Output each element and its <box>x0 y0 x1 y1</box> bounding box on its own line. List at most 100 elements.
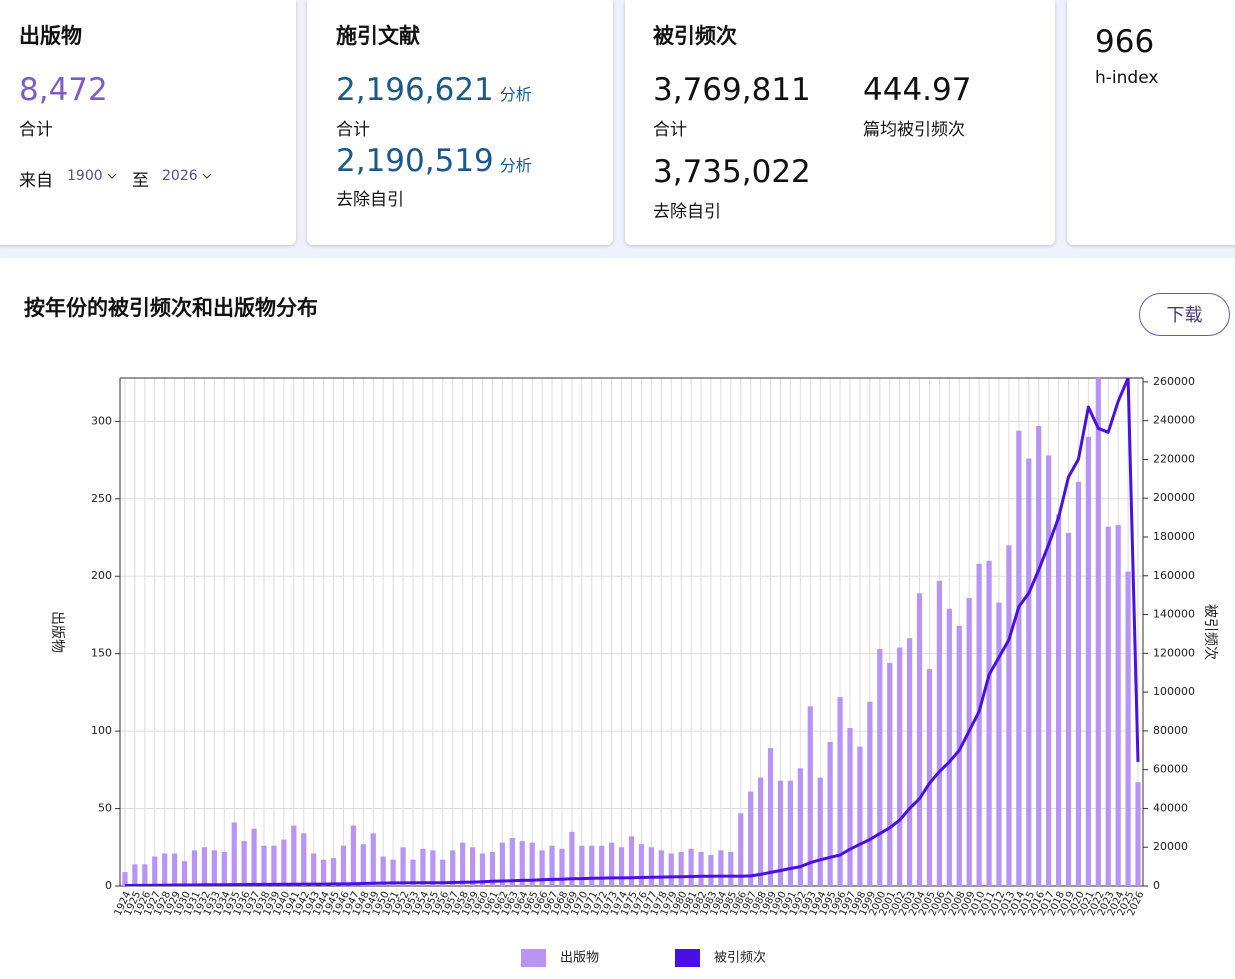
bar <box>261 845 267 886</box>
bar <box>142 864 148 886</box>
bar <box>301 833 307 886</box>
summary-bar: 出版物 8,472 合计 来自 1900 至 2026 施引文献 2,196,6… <box>0 0 1235 258</box>
bar <box>281 839 287 886</box>
download-button[interactable]: 下载 <box>1139 293 1230 336</box>
bar <box>996 602 1002 886</box>
bar <box>1006 545 1012 886</box>
bar <box>589 845 595 886</box>
y-tick-label: 150 <box>91 647 112 660</box>
bar <box>559 848 565 886</box>
bar <box>658 850 664 886</box>
y2-tick-label: 60000 <box>1153 763 1188 776</box>
citing-total: 2,196,621 分析 <box>336 72 532 108</box>
analyze-link[interactable]: 分析 <box>499 85 532 104</box>
bar <box>420 848 426 886</box>
bar <box>777 780 784 886</box>
y-tick-label: 50 <box>98 802 112 815</box>
chart-title: 按年份的被引频次和出版物分布 <box>24 296 318 320</box>
bar <box>738 813 744 886</box>
bar <box>549 845 555 886</box>
bar <box>509 837 515 886</box>
bar <box>599 845 605 886</box>
bar <box>837 697 843 886</box>
bar <box>152 856 158 886</box>
label: h-index <box>1095 68 1159 88</box>
y2-tick-label: 220000 <box>1153 452 1195 465</box>
year-dropdown[interactable]: 1900 <box>67 168 117 184</box>
bar <box>479 853 486 886</box>
bar <box>628 836 635 886</box>
value: 444.97 <box>863 72 972 108</box>
bar <box>1115 525 1121 886</box>
bar <box>162 853 168 886</box>
bar <box>330 858 337 886</box>
bar <box>1095 378 1101 886</box>
value: 2,190,519 <box>336 143 494 179</box>
year: 2026 <box>162 168 198 184</box>
bar <box>748 791 754 886</box>
bar <box>311 853 317 886</box>
bar <box>688 848 694 886</box>
bar <box>569 831 575 886</box>
bar <box>887 662 893 886</box>
bar <box>648 847 654 886</box>
bar <box>181 861 188 886</box>
bar <box>440 859 446 886</box>
citing-excl: 2,190,519 分析 <box>336 143 532 179</box>
bar <box>400 847 406 886</box>
legend-swatch <box>521 949 546 967</box>
y-tick-label: 300 <box>91 414 112 427</box>
bar <box>390 859 396 886</box>
value: 2,196,621 <box>336 72 494 108</box>
bar <box>926 669 933 886</box>
bar <box>430 850 436 886</box>
bar <box>708 855 714 886</box>
y-tick-label: 200 <box>91 569 112 582</box>
bar <box>807 706 813 886</box>
bar <box>231 822 237 886</box>
times-cited-card: 被引频次 3,769,811 合计 444.97 篇均被引频次 3,735,02… <box>625 0 1055 245</box>
bar <box>976 563 982 886</box>
y-tick-label: 100 <box>91 724 112 737</box>
bar <box>460 842 466 886</box>
bar <box>797 768 803 886</box>
bar <box>767 748 774 886</box>
bar <box>1085 436 1091 886</box>
bar <box>519 841 525 886</box>
bar <box>638 844 645 886</box>
value: 966 <box>1095 24 1155 60</box>
chevron <box>202 173 212 179</box>
bar <box>678 851 684 886</box>
bar <box>906 638 913 886</box>
bar <box>609 842 615 886</box>
y2-tick-label: 140000 <box>1153 608 1195 621</box>
bar <box>380 856 386 886</box>
card-title: 被引频次 <box>653 24 737 48</box>
bar <box>1075 481 1082 886</box>
bar <box>668 853 674 886</box>
bar <box>469 847 476 886</box>
line <box>124 378 1140 886</box>
year-dropdown[interactable]: 2026 <box>162 168 212 184</box>
bar <box>787 780 794 886</box>
bar <box>499 842 505 886</box>
label: 合计 <box>653 120 687 140</box>
bar <box>201 847 208 886</box>
card-title: 施引文献 <box>336 24 420 48</box>
y-tick-label: 0 <box>105 879 112 892</box>
bar <box>450 850 456 886</box>
bar <box>1046 455 1052 886</box>
bar <box>827 741 833 886</box>
plot <box>122 378 1141 886</box>
analyze-link[interactable]: 分析 <box>499 156 532 175</box>
y2-tick-label: 160000 <box>1153 569 1195 582</box>
y2-tick-label: 240000 <box>1153 414 1195 427</box>
h-index-card: 966 h-index <box>1067 0 1235 245</box>
bar <box>132 864 138 886</box>
bar <box>251 828 257 886</box>
bar <box>817 777 823 886</box>
value: 3,769,811 <box>653 72 811 108</box>
label: 来自 <box>19 171 53 191</box>
bar <box>370 833 376 886</box>
